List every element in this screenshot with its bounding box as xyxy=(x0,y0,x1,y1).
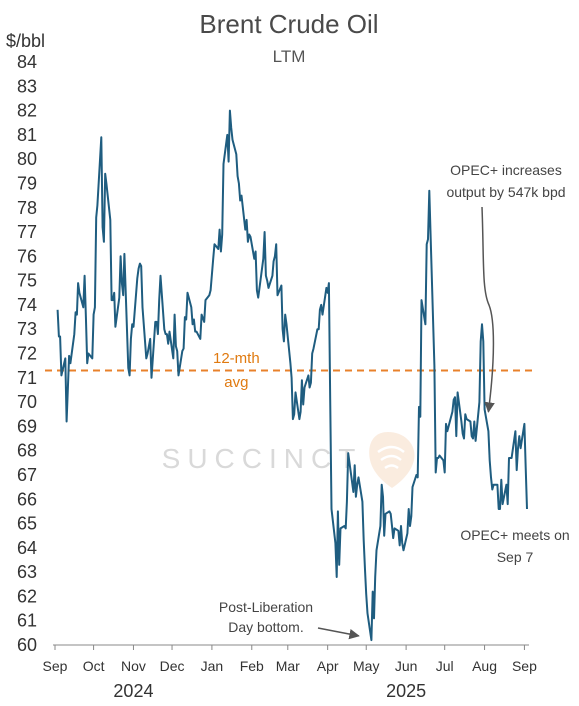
y-tick-label: 62 xyxy=(17,586,37,606)
y-tick-label: 64 xyxy=(17,538,37,558)
y-tick-label: 73 xyxy=(17,319,37,339)
annotation-post-liberation-arrow xyxy=(317,627,360,640)
y-tick-label: 68 xyxy=(17,441,37,461)
watermark-text: SUCCINCT xyxy=(162,443,363,474)
year-label: 2024 xyxy=(113,681,153,701)
x-tick-label: Jul xyxy=(436,658,454,674)
price-series-line xyxy=(56,109,528,642)
annotation-opec-meets-line2: Sep 7 xyxy=(497,549,534,565)
x-tick-label: Sep xyxy=(43,658,68,674)
annotation-layer: OPEC+ increases output by 547k bpd OPEC+ m… xyxy=(219,162,570,640)
chart-subtitle: LTM xyxy=(273,47,306,66)
x-tick-label: Aug xyxy=(472,658,497,674)
x-tick-label: Apr xyxy=(317,658,339,674)
y-tick-label: 83 xyxy=(17,76,37,96)
annotation-post-liberation-line1: Post-Liberation xyxy=(219,599,313,615)
y-tick-label: 71 xyxy=(17,368,37,388)
y-tick-label: 78 xyxy=(17,198,37,218)
year-label: 2025 xyxy=(386,681,426,701)
y-tick-label: 81 xyxy=(17,125,37,145)
x-axis: Sep Oct Nov Dec Jan Feb Mar Apr May Jun Jul Aug Sep 2… xyxy=(43,644,537,701)
chart-title: Brent Crude Oil xyxy=(199,9,378,39)
y-tick-label: 80 xyxy=(17,149,37,169)
x-tick-label: Oct xyxy=(83,658,105,674)
x-tick-label: Dec xyxy=(160,658,185,674)
watermark: SUCCINCT xyxy=(162,432,415,488)
y-tick-label: 77 xyxy=(17,222,37,242)
y-tick-label: 74 xyxy=(17,295,37,315)
x-tick-label: Jan xyxy=(201,658,224,674)
y-tick-label: 84 xyxy=(17,52,37,72)
x-tick-label: Mar xyxy=(276,658,300,674)
y-tick-label: 75 xyxy=(17,271,37,291)
y-tick-label: 65 xyxy=(17,514,37,534)
y-axis-unit-label: $/bbl xyxy=(6,31,45,51)
y-tick-label: 66 xyxy=(17,489,37,509)
annotation-post-liberation-line2: Day bottom. xyxy=(228,619,303,635)
y-tick-label: 69 xyxy=(17,416,37,436)
y-tick-label: 63 xyxy=(17,562,37,582)
y-tick-label: 79 xyxy=(17,173,37,193)
y-tick-label: 61 xyxy=(17,611,37,631)
x-tick-label: Jun xyxy=(395,658,418,674)
y-tick-label: 70 xyxy=(17,392,37,412)
watermark-logo-icon xyxy=(369,432,415,488)
y-axis: 60 61 62 63 64 65 66 67 68 69 70 71 72 73 74 75 76 77 78 79… xyxy=(17,52,37,655)
x-tick-label: May xyxy=(353,658,379,674)
average-label-line1: 12-mth xyxy=(213,350,260,367)
y-tick-label: 60 xyxy=(17,635,37,655)
series-layer xyxy=(56,109,528,642)
y-tick-label: 67 xyxy=(17,465,37,485)
average-label-line2: avg xyxy=(224,374,248,391)
y-tick-label: 82 xyxy=(17,101,37,121)
annotation-opec-increase-line1: OPEC+ increases xyxy=(450,162,562,178)
annotation-opec-increase-arrow xyxy=(481,206,495,413)
x-tick-label: Sep xyxy=(512,658,537,674)
annotation-opec-increase-line2: output by 547k bpd xyxy=(446,184,565,200)
x-tick-label: Feb xyxy=(240,658,264,674)
y-tick-label: 76 xyxy=(17,246,37,266)
y-tick-label: 72 xyxy=(17,344,37,364)
x-tick-label: Nov xyxy=(121,658,146,674)
annotation-opec-meets-line1: OPEC+ meets on xyxy=(460,527,569,543)
